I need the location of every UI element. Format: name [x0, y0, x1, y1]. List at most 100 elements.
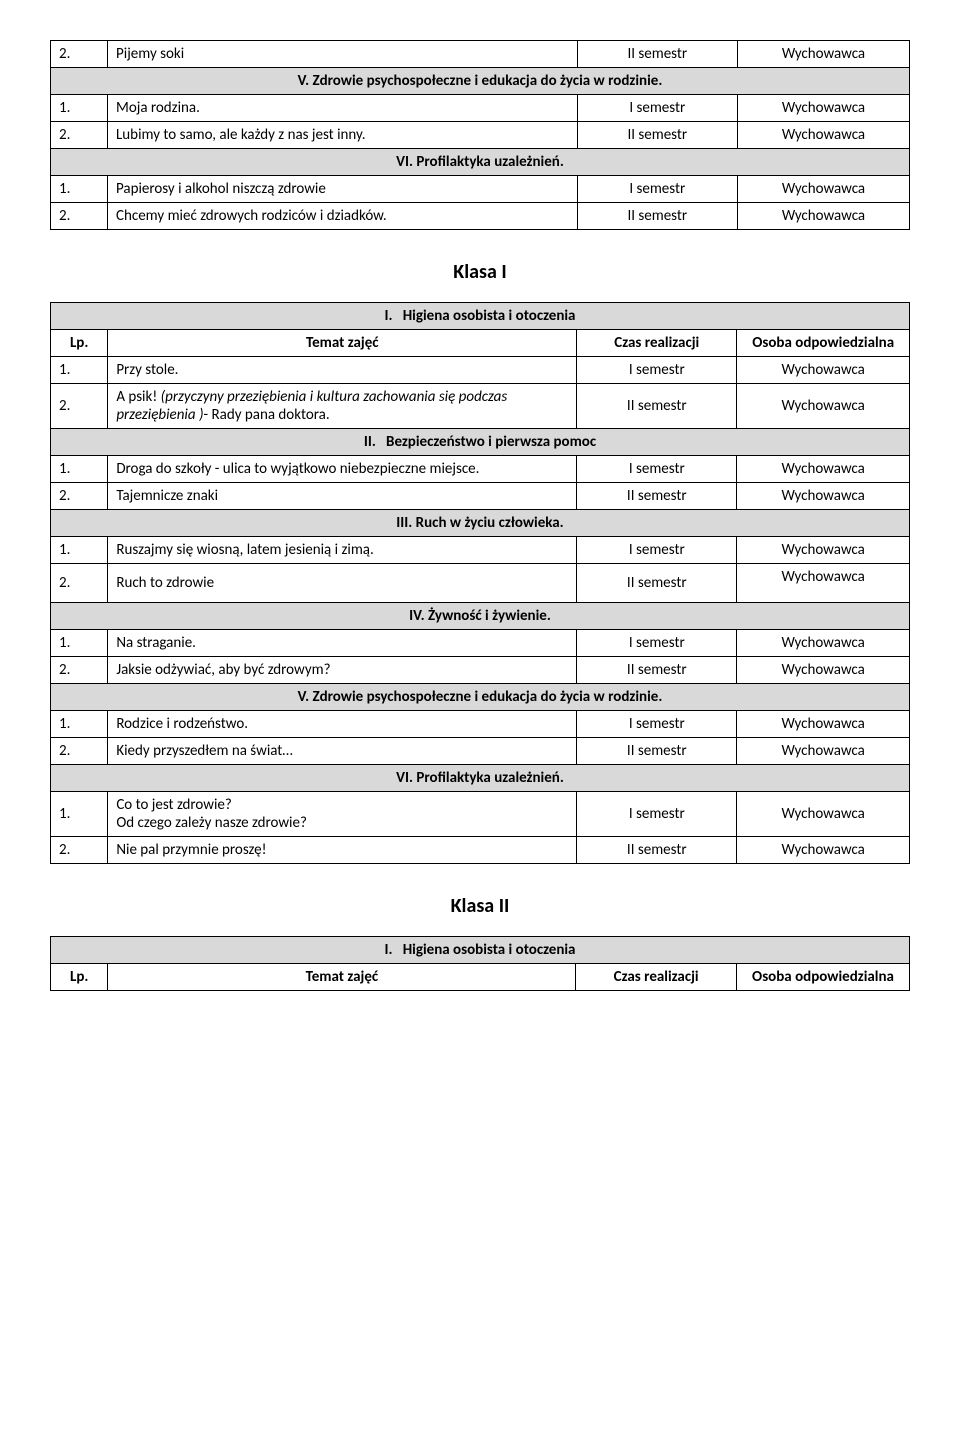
row-number: 1. — [51, 630, 108, 657]
row-resp: Wychowawca — [737, 738, 910, 765]
table-row: 1. Droga do szkoły - ulica to wyjątkowo … — [51, 456, 910, 483]
row-topic: Przy stole. — [108, 357, 577, 384]
row-number: 2. — [51, 203, 108, 230]
header-resp: Osoba odpowiedzialna — [737, 330, 910, 357]
table-row: 1. Moja rodzina. I semestr Wychowawca — [51, 95, 910, 122]
row-topic: Pijemy soki — [108, 41, 578, 68]
row-number: 2. — [51, 564, 108, 603]
curriculum-table-continuation: 2. Pijemy soki II semestr Wychowawca V. … — [50, 40, 910, 230]
row-number: 1. — [51, 537, 108, 564]
row-time: I semestr — [577, 456, 737, 483]
row-number: 2. — [51, 41, 108, 68]
row-resp: Wychowawca — [737, 483, 910, 510]
row-topic: Droga do szkoły - ulica to wyjątkowo nie… — [108, 456, 577, 483]
row-number: 1. — [51, 456, 108, 483]
row-topic: Lubimy to samo, ale każdy z nas jest inn… — [108, 122, 578, 149]
table-row: 1. Co to jest zdrowie? Od czego zależy n… — [51, 792, 910, 837]
row-number: 2. — [51, 657, 108, 684]
row-number: 2. — [51, 384, 108, 429]
table-header-row: Lp. Temat zajęć Czas realizacji Osoba od… — [51, 964, 910, 991]
row-number: 1. — [51, 176, 108, 203]
row-time: II semestr — [577, 837, 737, 864]
table-row: 1. Rodzice i rodzeństwo. I semestr Wycho… — [51, 711, 910, 738]
curriculum-table-klasa1: I. Higiena osobista i otoczenia Lp. Tema… — [50, 302, 910, 864]
row-resp: Wychowawca — [737, 41, 909, 68]
table-row: 1. Na straganie. I semestr Wychowawca — [51, 630, 910, 657]
table-row: 1. Papierosy i alkohol niszczą zdrowie I… — [51, 176, 910, 203]
class-title-2: Klasa II — [50, 894, 910, 918]
row-time: I semestr — [577, 630, 737, 657]
header-resp: Osoba odpowiedzialna — [737, 964, 910, 991]
section-header-row: IV. Żywność i żywienie. — [51, 603, 910, 630]
row-time: I semestr — [577, 711, 737, 738]
table-row: 2. Ruch to zdrowie II semestr Wychowawca — [51, 564, 910, 603]
header-topic: Temat zajęć — [108, 964, 576, 991]
section-header: V. Zdrowie psychospołeczne i edukacja do… — [51, 684, 910, 711]
row-time: II semestr — [577, 657, 737, 684]
row-resp: Wychowawca — [737, 657, 910, 684]
row-topic: Jaksie odżywiać, aby być zdrowym? — [108, 657, 577, 684]
row-number: 1. — [51, 357, 108, 384]
row-topic-text: A psik! (przyczyny przeziębienia i kultu… — [116, 388, 507, 424]
row-number: 1. — [51, 711, 108, 738]
section-header-row: VI. Profilaktyka uzależnień. — [51, 765, 910, 792]
table-row: 2. Chcemy mieć zdrowych rodziców i dziad… — [51, 203, 910, 230]
row-time: I semestr — [577, 357, 737, 384]
row-time: II semestr — [577, 564, 737, 603]
header-time: Czas realizacji — [576, 964, 737, 991]
section-header: VI. Profilaktyka uzależnień. — [51, 149, 910, 176]
row-resp: Wychowawca — [737, 122, 909, 149]
table-header-row: Lp. Temat zajęć Czas realizacji Osoba od… — [51, 330, 910, 357]
row-time: II semestr — [577, 41, 737, 68]
row-resp: Wychowawca — [737, 384, 910, 429]
section-header: V. Zdrowie psychospołeczne i edukacja do… — [51, 68, 910, 95]
row-number: 1. — [51, 95, 108, 122]
row-resp: Wychowawca — [737, 837, 910, 864]
section-header: III. Ruch w życiu człowieka. — [51, 510, 910, 537]
table-row: 2. Pijemy soki II semestr Wychowawca — [51, 41, 910, 68]
row-topic: Rodzice i rodzeństwo. — [108, 711, 577, 738]
row-time: II semestr — [577, 122, 737, 149]
section-header-row: VI. Profilaktyka uzależnień. — [51, 149, 910, 176]
row-topic: Kiedy przyszedłem na świat… — [108, 738, 577, 765]
row-topic: Moja rodzina. — [108, 95, 578, 122]
row-number: 1. — [51, 792, 108, 837]
header-lp: Lp. — [51, 330, 108, 357]
row-resp: Wychowawca — [737, 630, 910, 657]
header-time: Czas realizacji — [577, 330, 737, 357]
row-resp: Wychowawca — [737, 711, 910, 738]
table-row: 1. Ruszajmy się wiosną, latem jesienią i… — [51, 537, 910, 564]
row-resp: Wychowawca — [737, 203, 909, 230]
section-header-row: I. Higiena osobista i otoczenia — [51, 937, 910, 964]
row-time: II semestr — [577, 483, 737, 510]
row-time: I semestr — [577, 537, 737, 564]
section-header-row: I. Higiena osobista i otoczenia — [51, 303, 910, 330]
header-lp: Lp. — [51, 964, 108, 991]
row-resp: Wychowawca — [737, 564, 910, 603]
row-topic: Ruch to zdrowie — [108, 564, 577, 603]
row-topic: Chcemy mieć zdrowych rodziców i dziadków… — [108, 203, 578, 230]
row-number: 2. — [51, 483, 108, 510]
row-time: I semestr — [577, 95, 737, 122]
section-header: II. Bezpieczeństwo i pierwsza pomoc — [51, 429, 910, 456]
row-resp: Wychowawca — [737, 537, 910, 564]
row-time: I semestr — [577, 176, 737, 203]
row-number: 2. — [51, 837, 108, 864]
row-time: II semestr — [577, 384, 737, 429]
section-header: VI. Profilaktyka uzależnień. — [51, 765, 910, 792]
table-row: 2. Jaksie odżywiać, aby być zdrowym? II … — [51, 657, 910, 684]
section-header: I. Higiena osobista i otoczenia — [51, 303, 910, 330]
table-row: 2. Nie pal przymnie proszę! II semestr W… — [51, 837, 910, 864]
section-header: IV. Żywność i żywienie. — [51, 603, 910, 630]
table-row: 1. Przy stole. I semestr Wychowawca — [51, 357, 910, 384]
row-time: II semestr — [577, 738, 737, 765]
row-time: II semestr — [577, 203, 737, 230]
table-row: 2. Lubimy to samo, ale każdy z nas jest … — [51, 122, 910, 149]
row-topic: Nie pal przymnie proszę! — [108, 837, 577, 864]
row-topic: Na straganie. — [108, 630, 577, 657]
row-resp: Wychowawca — [737, 357, 910, 384]
row-time: I semestr — [577, 792, 737, 837]
curriculum-table-klasa2: I. Higiena osobista i otoczenia Lp. Tema… — [50, 936, 910, 991]
section-header-row: II. Bezpieczeństwo i pierwsza pomoc — [51, 429, 910, 456]
section-header: I. Higiena osobista i otoczenia — [51, 937, 910, 964]
